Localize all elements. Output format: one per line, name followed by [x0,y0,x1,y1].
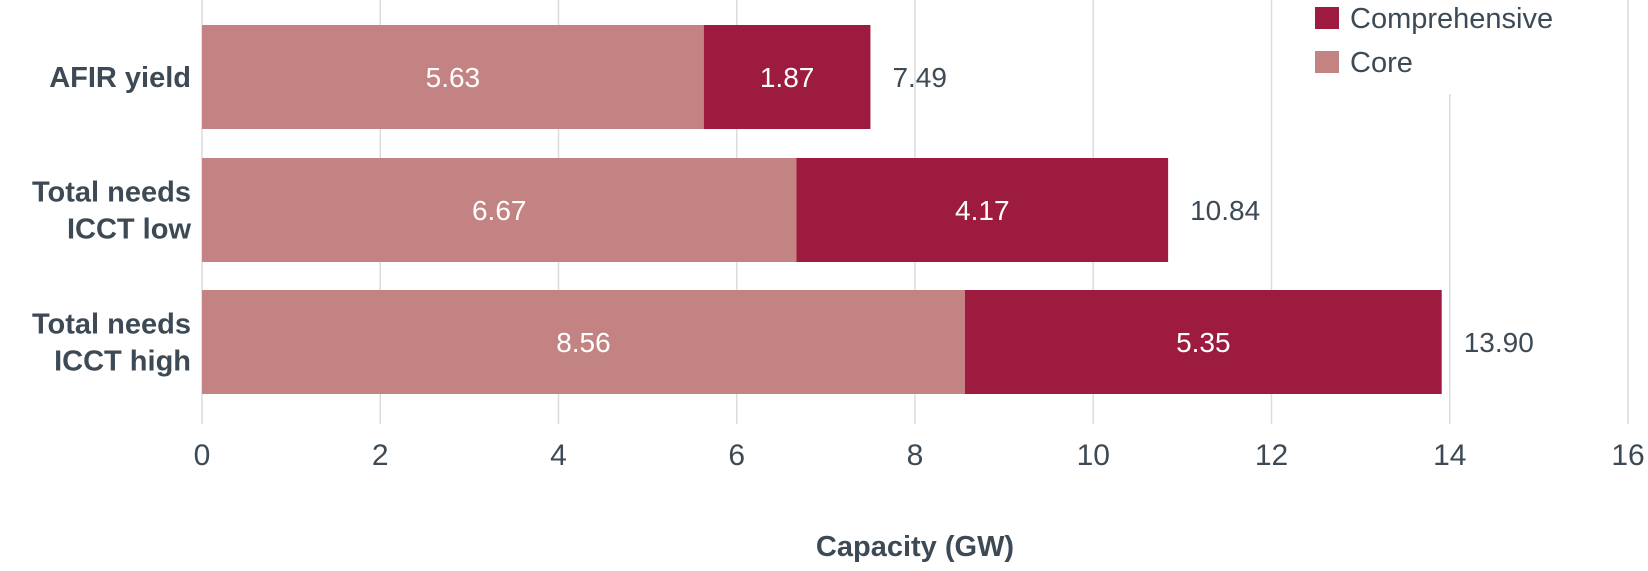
bar-total-label: 7.49 [892,62,947,93]
x-axis-title: Capacity (GW) [816,531,1014,563]
legend-label: Core [1350,47,1413,79]
x-tick-label: 12 [1255,439,1288,472]
bar-value-label: 4.17 [955,195,1010,226]
x-tick-label: 6 [728,439,745,472]
bar-value-label: 1.87 [760,62,815,93]
bar-segment-core [202,290,965,394]
category-label: Total needs [32,177,191,209]
bar-segment-core [202,25,704,129]
x-tick-label: 2 [372,439,389,472]
bar-value-label: 5.35 [1176,327,1231,358]
x-tick-label: 4 [550,439,567,472]
bar-value-label: 6.67 [472,195,527,226]
x-tick-label: 0 [194,439,211,472]
x-tick-label: 10 [1077,439,1110,472]
bar-value-label: 5.63 [426,62,481,93]
category-label: ICCT low [67,214,191,246]
legend-swatch-core [1315,51,1339,73]
bar-value-label: 8.56 [556,327,611,358]
bar-segment-comprehensive [964,290,1442,394]
category-label: Total needs [32,309,191,341]
legend-label: Comprehensive [1350,3,1553,35]
category-label: AFIR yield [49,62,191,94]
category-label: ICCT high [54,346,191,378]
bar-segment-comprehensive [703,25,871,129]
bar-total-label: 13.90 [1464,327,1534,358]
legend-background [1305,0,1617,94]
bar-segment-comprehensive [796,158,1169,262]
x-tick-label: 14 [1433,439,1466,472]
x-tick-label: 16 [1611,439,1644,472]
bar-segment-core [202,158,797,262]
bar-total-label: 10.84 [1190,195,1260,226]
legend-swatch-comprehensive [1315,7,1339,29]
x-tick-label: 8 [907,439,924,472]
